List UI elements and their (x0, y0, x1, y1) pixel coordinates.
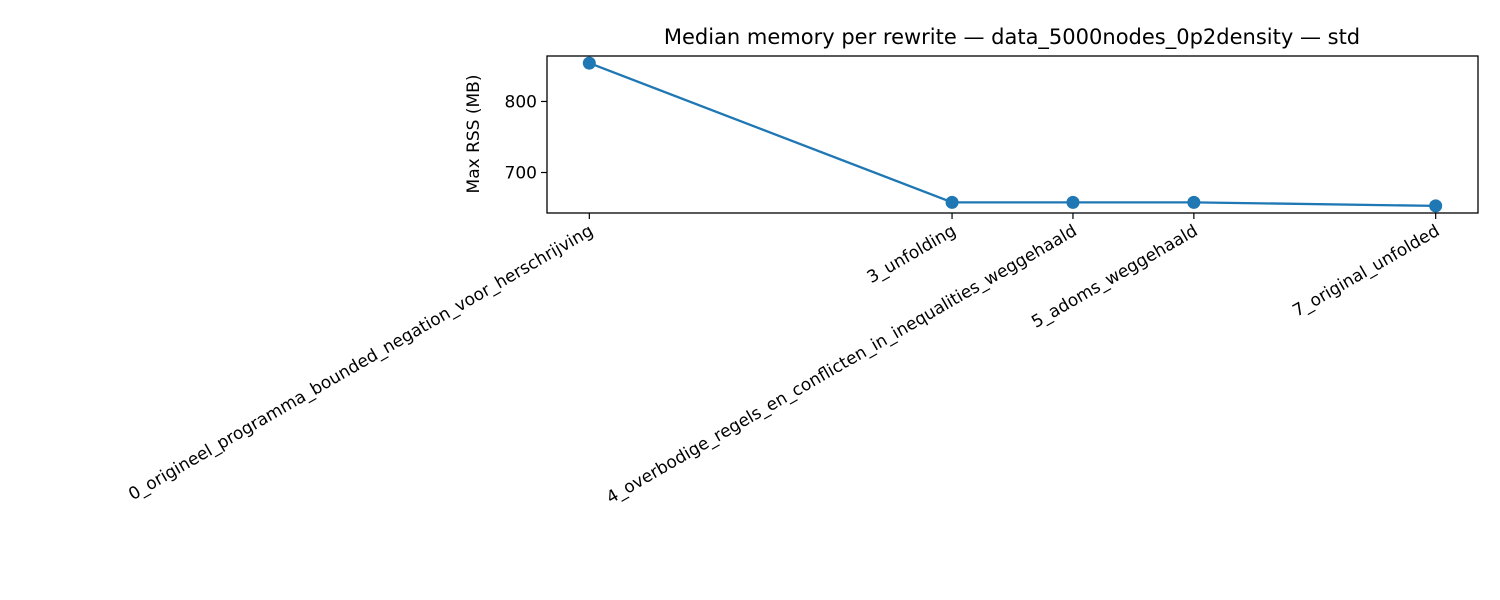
y-axis-label: Max RSS (MB) (464, 75, 484, 194)
y-tick-label: 800 (505, 92, 537, 112)
data-point (945, 195, 959, 209)
x-tick-label: 7_original_unfolded (1289, 221, 1443, 321)
data-series (582, 56, 1443, 213)
data-point (1066, 195, 1080, 209)
y-tick-label: 700 (505, 164, 537, 184)
chart-title: Median memory per rewrite — data_5000nod… (664, 25, 1360, 50)
x-tick-label: 4_overbodige_regels_en_conflicten_in_ine… (603, 221, 1080, 508)
x-axis: 0_origineel_programma_bounded_negation_v… (125, 213, 1443, 508)
plot-area-frame (546, 55, 1479, 214)
y-axis: 700 800 (505, 92, 547, 184)
x-tick-label: 0_origineel_programma_bounded_negation_v… (125, 221, 597, 505)
data-point (582, 56, 596, 70)
series-line (588, 62, 1436, 208)
data-point (1429, 199, 1443, 213)
x-tick-label: 3_unfolding (864, 221, 960, 288)
data-point (1187, 195, 1201, 209)
